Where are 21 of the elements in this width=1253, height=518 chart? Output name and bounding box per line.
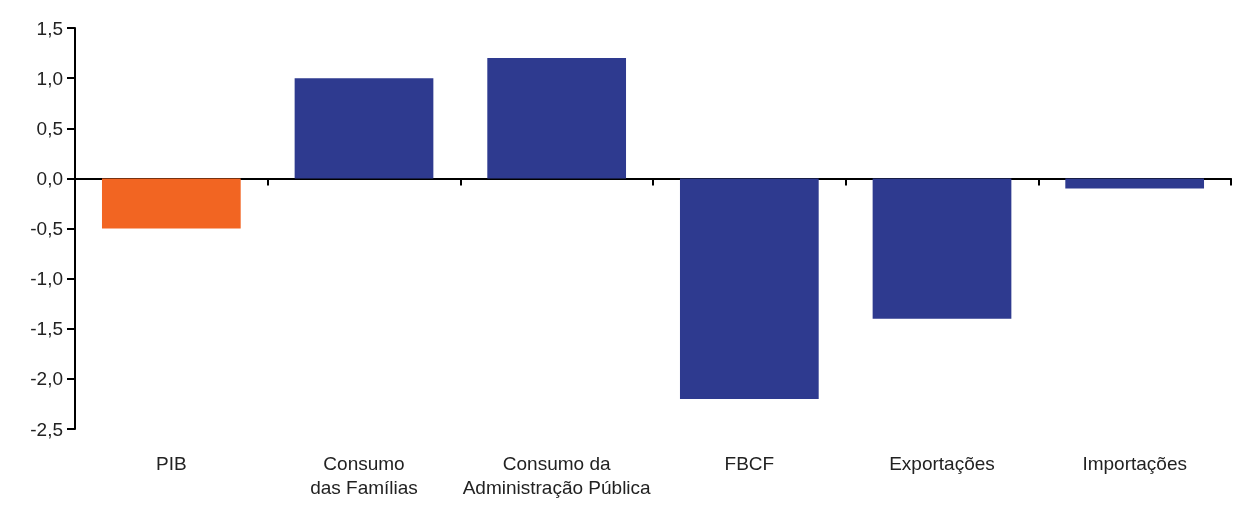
y-tick-label: 1,5 [36, 17, 63, 39]
x-tick-label: Importações [1082, 452, 1187, 474]
y-tick-label: -0,5 [30, 218, 63, 239]
y-tick-label: 0,5 [36, 117, 63, 139]
y-tick-label: -1,0 [30, 268, 63, 290]
x-tick-label: Exportações [889, 452, 995, 474]
y-tick-label: 0,0 [36, 167, 63, 189]
x-tick-label: Consumo da Administração Pública [462, 452, 652, 498]
y-tick-label: -1,5 [30, 318, 63, 340]
bar [1065, 178, 1205, 189]
bar [294, 78, 434, 179]
x-tick-label: Consumo das Famílias [310, 452, 418, 498]
bar [679, 178, 819, 399]
bar [872, 178, 1012, 319]
y-tick-label: 1,0 [36, 67, 63, 89]
bar [487, 58, 627, 179]
x-tick-label: FBCF [724, 452, 775, 474]
x-tick-label: PIB [156, 452, 187, 474]
y-tick-label: -2,0 [30, 368, 63, 390]
bar [101, 178, 241, 229]
y-tick-label: -2,5 [30, 418, 63, 440]
